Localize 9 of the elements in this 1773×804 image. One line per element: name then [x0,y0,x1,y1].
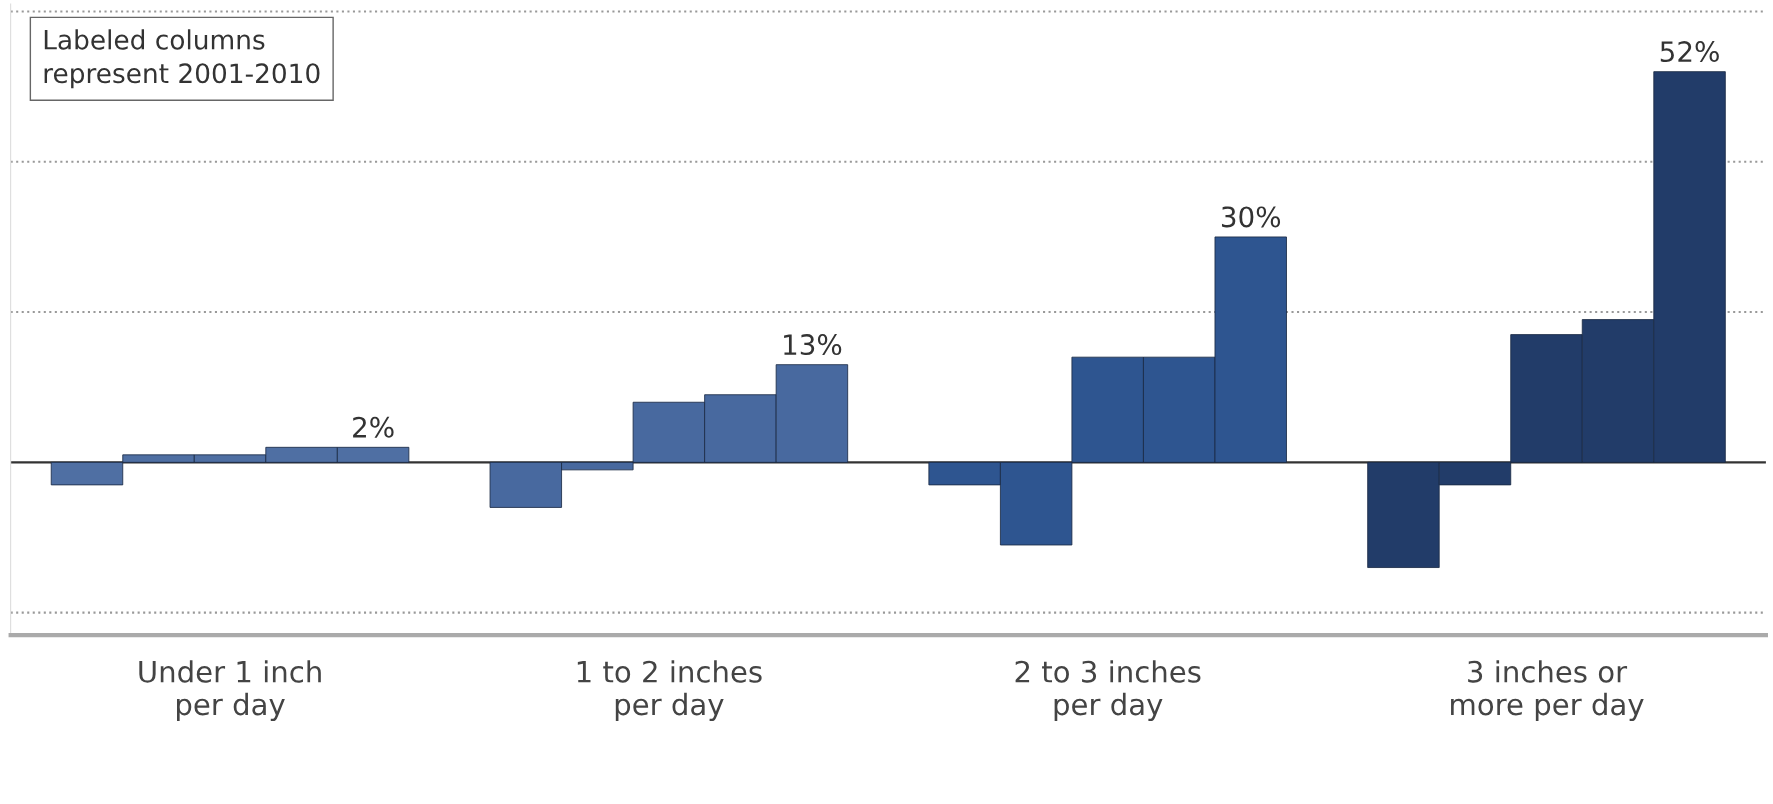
x-tick-label: 1 to 2 inches per day [577,660,762,722]
x-tick-label: 3 inches or more per day [1451,660,1644,722]
data-label: 13% [784,334,842,356]
data-label: 52% [1660,41,1719,63]
data-label: 2% [353,416,394,438]
x-tick-label: 2 to 3 inches per day [1015,660,1201,722]
x-tick-label: Under 1 inch per day [139,660,321,722]
annotation: Labeled columns represent 2001-2010 [44,29,320,89]
data-label: 30% [1221,206,1281,228]
